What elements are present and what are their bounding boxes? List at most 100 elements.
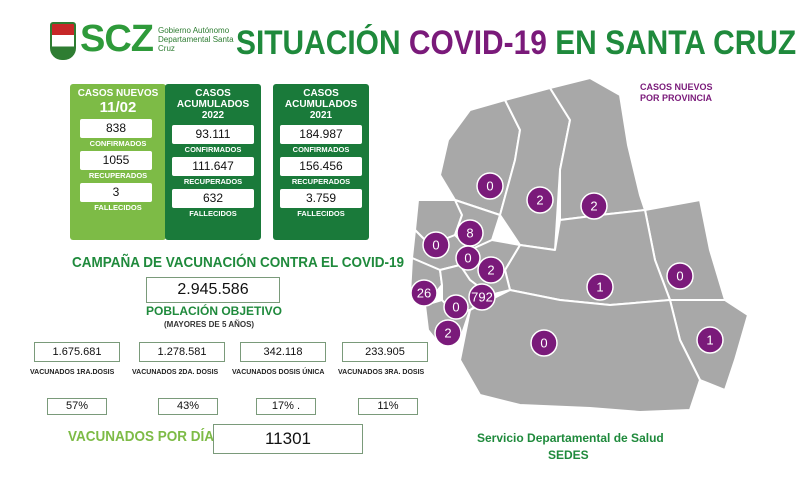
marker-circle [580,192,608,220]
province-marker: 1 [696,326,724,354]
marker-value: 1 [706,333,713,348]
province-marker: 8 [456,219,484,247]
marker-circle [468,283,496,311]
province-marker: 0 [476,172,504,200]
confirmed-value: 184.987 [280,125,362,144]
deaths-label: FALLECIDOS [297,209,345,218]
dose1-percent: 57% [47,398,107,415]
card-subtitle: 11/02 [99,99,137,116]
marker-circle [455,245,481,271]
deaths-value: 3.759 [280,189,362,208]
marker-value: 2 [590,199,597,214]
dose2-label: VACUNADOS 2DA. DOSIS [132,369,219,376]
dose3-percent: 11% [358,398,418,415]
deaths-label: FALLECIDOS [94,203,142,212]
map-caption-line2: POR PROVINCIA [640,93,713,103]
province-marker: 1 [586,273,614,301]
marker-circle [434,319,462,347]
map-caption-line1: CASOS NUEVOS [640,82,713,92]
dose-single-percent: 17% . [256,398,316,415]
recovered-label: RECUPERADOS [183,177,243,186]
marker-circle [526,186,554,214]
map-caption: CASOS NUEVOS POR PROVINCIA [640,82,713,104]
marker-value: 0 [464,251,471,266]
marker-circle [666,262,694,290]
card-title: CASOS ACUMULADOS [284,88,358,110]
province-marker: 26 [410,279,438,307]
recovered-value: 111.647 [172,157,254,176]
province-marker: 2 [477,256,505,284]
logo-subtitle: Gobierno Autónomo Departamental Santa Cr… [158,26,234,53]
card-accumulated-2021: CASOS ACUMULADOS 2021 184.987 CONFIRMADO… [273,84,369,240]
card-subtitle: 2021 [309,110,333,121]
province-marker: 2 [434,319,462,347]
marker-value: 0 [486,179,493,194]
dose-single-label: VACUNADOS DOSIS ÚNICA [232,369,325,376]
province-marker: 792 [468,283,496,311]
page-title: SITUACIÓN COVID-19 EN SANTA CRUZ [236,24,796,63]
dose2-percent: 43% [158,398,218,415]
marker-value: 2 [487,263,494,278]
population-value: 2.945.586 [146,277,280,303]
confirmed-label: CONFIRMADOS [292,145,350,154]
recovered-value: 1055 [80,151,152,170]
province-marker: 0 [443,294,469,320]
marker-value: 2 [536,193,543,208]
card-title: CASOS ACUMULADOS [176,88,250,110]
confirmed-label: CONFIRMADOS [184,145,242,154]
confirmed-value: 838 [80,119,152,138]
card-subtitle: 2022 [201,110,225,121]
marker-value: 2 [444,326,451,341]
card-title: CASOS NUEVOS [77,88,159,99]
dose1-label: VACUNADOS 1RA.DOSIS [30,369,115,376]
deaths-value: 632 [172,189,254,208]
population-label: POBLACIÓN OBJETIVO [146,304,283,318]
deaths-label: FALLECIDOS [189,209,237,218]
footer-sedes: SEDES [548,448,589,462]
marker-circle [410,279,438,307]
deaths-value: 3 [80,183,152,202]
marker-value: 8 [466,226,473,241]
province-marker: 0 [666,262,694,290]
dose-single-value: 342.118 [240,342,326,362]
marker-circle [477,256,505,284]
scz-logo: SCZ Gobierno Autónomo Departamental Sant… [50,18,234,66]
vaccination-title: CAMPAÑA DE VACUNACIÓN CONTRA EL COVID-19 [72,254,405,271]
confirmed-label: CONFIRMADOS [89,139,147,148]
per-day-label: VACUNADOS POR DÍA [68,428,215,445]
province-marker: 0 [422,231,450,259]
logo-text: SCZ [80,18,154,60]
dose2-value: 1.278.581 [139,342,225,362]
title-part-2: COVID-19 [408,24,547,62]
marker-value: 1 [596,280,603,295]
dose3-label: VACUNADOS 3RA. DOSIS [338,369,425,376]
marker-circle [476,172,504,200]
province-region [459,289,701,413]
marker-value: 0 [676,269,683,284]
marker-value: 0 [540,336,547,351]
marker-value: 0 [432,238,439,253]
province-marker: 0 [455,245,481,271]
coat-of-arms-icon [50,22,76,60]
confirmed-value: 93.111 [172,125,254,144]
recovered-label: RECUPERADOS [291,177,351,186]
footer-service: Servicio Departamental de Salud [477,431,664,445]
province-marker: 2 [580,192,608,220]
marker-circle [696,326,724,354]
card-accumulated-2022: CASOS ACUMULADOS 2022 93.111 CONFIRMADOS… [165,84,261,240]
marker-circle [422,231,450,259]
marker-circle [443,294,469,320]
dose3-value: 233.905 [342,342,428,362]
card-new-cases: CASOS NUEVOS 11/02 838 CONFIRMADOS 1055 … [70,84,166,240]
title-part-1: SITUACIÓN [236,24,409,62]
marker-value: 26 [417,286,431,301]
marker-value: 792 [471,290,493,305]
marker-value: 0 [452,300,459,315]
per-day-value: 11301 [213,424,363,454]
dose1-value: 1.675.681 [34,342,120,362]
population-sublabel: (MAYORES DE 5 AÑOS) [164,320,255,329]
recovered-value: 156.456 [280,157,362,176]
marker-circle [530,329,558,357]
province-marker: 2 [526,186,554,214]
